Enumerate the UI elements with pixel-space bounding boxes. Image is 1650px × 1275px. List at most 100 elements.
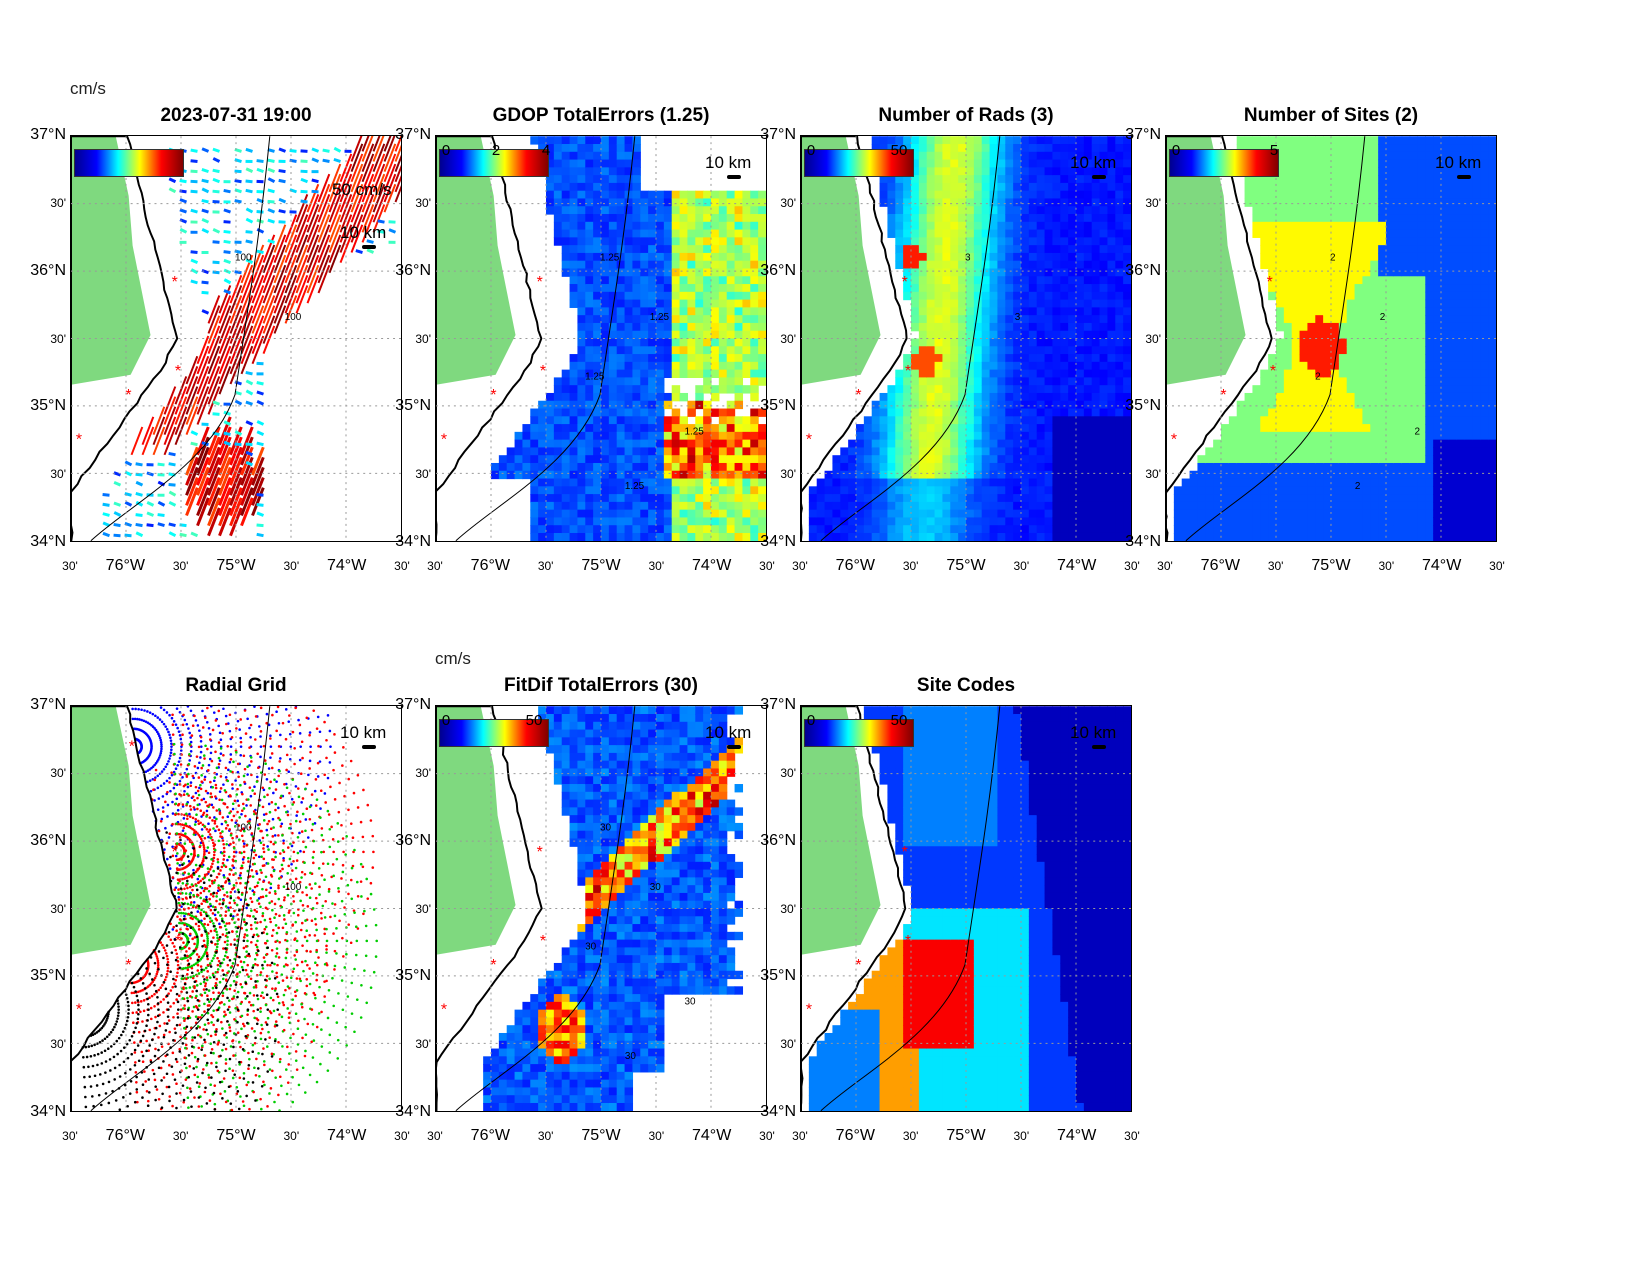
heatmap-cell — [1083, 416, 1093, 425]
heatmap-cell — [624, 144, 634, 153]
heatmap-cell — [1013, 136, 1022, 145]
heatmap-cell — [1386, 408, 1395, 417]
heatmap-cell — [679, 330, 689, 340]
heatmap-cell — [973, 151, 983, 161]
heatmap-cell — [656, 361, 665, 371]
heatmap-cell — [934, 494, 944, 503]
heatmap-cell — [1299, 470, 1309, 480]
heatmap-cell — [1091, 338, 1101, 347]
heatmap-cell — [1173, 486, 1183, 495]
heatmap-cell — [903, 501, 912, 511]
current-vector — [306, 224, 320, 253]
heatmap-cell — [1107, 330, 1116, 340]
heatmap-cell — [1283, 439, 1293, 449]
heatmap-cell — [671, 470, 681, 480]
heatmap-cell — [1005, 214, 1014, 223]
heatmap-cell — [918, 509, 928, 519]
heatmap-cell — [1323, 330, 1332, 340]
heatmap-cell — [569, 494, 579, 503]
heatmap-cell — [1021, 252, 1030, 262]
heatmap-cell — [758, 517, 766, 526]
heatmap-cell — [1091, 462, 1101, 472]
heatmap-cell — [1393, 206, 1403, 215]
heatmap-cell — [1205, 509, 1214, 519]
heatmap-cell — [1433, 229, 1442, 238]
heatmap-cell — [1307, 182, 1316, 192]
heatmap-cell — [1076, 447, 1085, 456]
heatmap-cell — [671, 416, 681, 425]
heatmap-cell — [958, 517, 967, 526]
heatmap-cell — [1068, 486, 1077, 495]
heatmap-cell — [656, 385, 665, 394]
current-vector — [256, 493, 264, 497]
heatmap-cell — [538, 400, 547, 410]
heatmap-cell — [958, 377, 967, 386]
heatmap-cell — [593, 221, 602, 231]
heatmap-cell — [679, 206, 689, 215]
heatmap-cell — [1323, 478, 1332, 487]
heatmap-cell — [750, 229, 759, 238]
heatmap-cell — [1005, 424, 1014, 433]
heatmap-cell — [695, 509, 704, 519]
heatmap-cell — [530, 486, 539, 495]
heatmap-cell — [1060, 478, 1069, 487]
heatmap-cell — [758, 354, 766, 363]
heatmap-cell — [1260, 214, 1269, 223]
heatmap-cell — [958, 462, 967, 472]
heatmap-cell — [1425, 190, 1434, 200]
heatmap-cell — [718, 431, 728, 441]
heatmap-cell — [1331, 439, 1340, 449]
heatmap-cell — [624, 462, 634, 472]
heatmap-cell — [648, 455, 657, 464]
heatmap-cell — [1315, 299, 1324, 308]
heatmap-cell — [981, 392, 991, 402]
heatmap-cell — [1299, 478, 1309, 487]
heatmap-cell — [1052, 260, 1061, 270]
heatmap-cell — [1060, 299, 1069, 308]
heatmap-cell — [1393, 354, 1403, 363]
heatmap-cell — [1083, 361, 1093, 371]
heatmap-cell — [958, 276, 967, 285]
heatmap-cell — [1323, 525, 1332, 534]
heatmap-cell — [848, 462, 857, 472]
heatmap-cell — [966, 190, 975, 200]
heatmap-cell — [1386, 346, 1395, 355]
heatmap-cell — [1433, 307, 1442, 316]
heatmap-cell — [1083, 408, 1093, 417]
heatmap-cell — [856, 532, 865, 541]
heatmap-cell — [879, 447, 889, 456]
heatmap-cell — [966, 439, 975, 449]
heatmap-cell — [1036, 462, 1046, 472]
heatmap-cell — [1228, 431, 1238, 441]
heatmap-cell — [997, 252, 1006, 262]
heatmap-cell — [718, 462, 728, 472]
heatmap-cell — [1052, 214, 1061, 223]
heatmap-cell — [950, 408, 959, 417]
heatmap-cell — [616, 517, 626, 526]
heatmap-cell — [1099, 198, 1109, 207]
heatmap-cell — [632, 462, 641, 472]
heatmap-cell — [1268, 198, 1277, 207]
heatmap-cell — [848, 478, 857, 487]
heatmap-cell — [1005, 136, 1014, 145]
heatmap-cell — [561, 494, 571, 503]
heatmap-cell — [1299, 455, 1309, 464]
heatmap-cell — [1299, 144, 1309, 153]
heatmap-cell — [1036, 509, 1046, 519]
heatmap-cell — [1409, 361, 1419, 371]
heatmap-cell — [1283, 221, 1293, 231]
heatmap-cell — [934, 400, 944, 410]
heatmap-cell — [1268, 494, 1277, 503]
heatmap-cell — [1107, 198, 1116, 207]
heatmap-cell — [695, 501, 704, 511]
heatmap-cell — [1433, 509, 1442, 519]
heatmap-cell — [911, 338, 920, 347]
lon-tick-label: 74°W — [1057, 557, 1097, 574]
heatmap-cell — [926, 299, 936, 308]
heatmap-cell — [569, 291, 579, 301]
heatmap-cell — [1099, 284, 1109, 293]
current-vector — [207, 507, 221, 537]
heatmap-cell — [538, 532, 547, 541]
heatmap-cell — [1244, 198, 1254, 207]
heatmap-cell — [997, 424, 1006, 433]
